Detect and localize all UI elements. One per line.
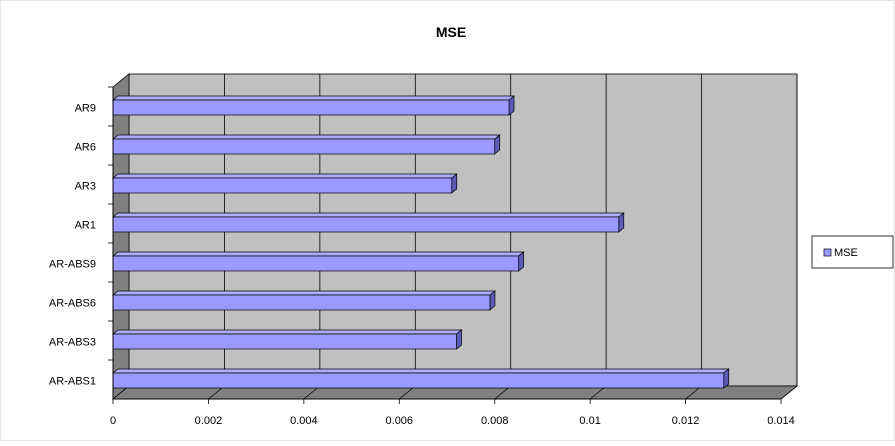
bar (112, 290, 496, 311)
legend-swatch (823, 248, 832, 257)
x-tick-label: 0.008 (481, 415, 509, 427)
bar (112, 95, 516, 116)
category-label: AR-ABS6 (49, 298, 96, 310)
bar-front-face (112, 216, 620, 233)
bar-front-face (112, 138, 496, 155)
category-label: AR3 (75, 181, 96, 193)
bar-top-face (112, 95, 516, 101)
bar-top-face (112, 329, 463, 335)
bar-front-face (112, 372, 725, 389)
bar-front-face (112, 177, 453, 194)
bars (112, 95, 730, 389)
x-tick-label: 0.006 (386, 415, 414, 427)
floor-gridline (780, 385, 798, 400)
bar (112, 251, 525, 272)
plot-side-wall (112, 73, 130, 400)
x-tick-label: 0.012 (672, 415, 700, 427)
x-tick-label: 0.01 (579, 415, 600, 427)
legend-label: MSE (834, 247, 858, 259)
category-label: AR6 (75, 142, 96, 154)
x-tick-label: 0.002 (195, 415, 223, 427)
category-label: AR-ABS1 (49, 376, 96, 388)
category-label: AR-ABS3 (49, 337, 96, 349)
bar-front-face (112, 333, 457, 350)
bar-top-face (112, 134, 501, 140)
legend: MSE (811, 235, 894, 269)
bar-front-face (112, 99, 510, 116)
category-label: AR9 (75, 103, 96, 115)
bar (112, 173, 458, 194)
plot-area (111, 73, 799, 400)
chart-title: MSE (436, 24, 466, 40)
bar (112, 329, 463, 350)
bar-top-face (112, 251, 525, 257)
x-tick-label: 0.014 (767, 415, 795, 427)
axes: AR9 AR6 AR3 AR1 AR-ABS9 AR-ABS6 AR-ABS3 AR-ABS1… (49, 86, 795, 427)
legend-box (811, 235, 894, 269)
bar (112, 212, 625, 233)
bar (112, 368, 730, 389)
x-tick-label: 0.004 (290, 415, 318, 427)
bar-top-face (112, 368, 730, 374)
bar-top-face (112, 212, 625, 218)
bar-top-face (112, 290, 496, 296)
bar-top-face (112, 173, 458, 179)
bar-front-face (112, 294, 491, 311)
x-tick-label: 0 (110, 415, 116, 427)
bar-front-face (112, 255, 519, 272)
category-label: AR-ABS9 (49, 259, 96, 271)
bar (112, 134, 501, 155)
category-label: AR1 (75, 220, 96, 232)
